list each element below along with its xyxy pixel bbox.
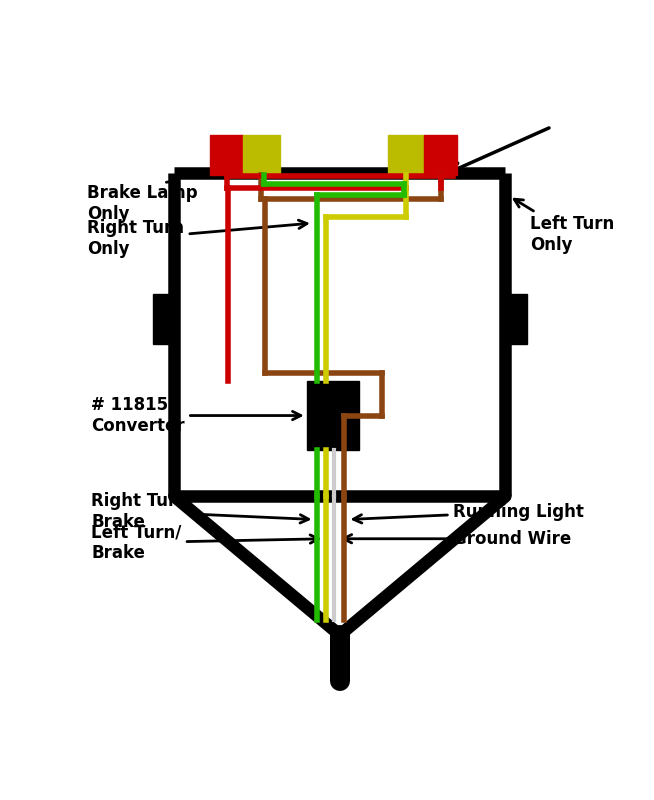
Bar [506, 294, 527, 344]
Text: Left Turn/
Brake: Left Turn/ Brake [91, 523, 318, 562]
Bar [152, 294, 174, 344]
Text: Running Light: Running Light [353, 503, 584, 523]
Bar [243, 134, 280, 174]
Text: Ground Wire: Ground Wire [343, 530, 571, 548]
Bar [307, 381, 359, 450]
Text: Brake Lamp
Only: Brake Lamp Only [87, 180, 198, 223]
Bar [424, 134, 457, 174]
Text: # 118158
Converter: # 118158 Converter [91, 396, 301, 435]
Bar [211, 134, 243, 174]
Text: Right Turn
Only: Right Turn Only [87, 219, 307, 258]
Text: Right Turn/
Brake: Right Turn/ Brake [91, 493, 309, 531]
Bar [388, 134, 424, 174]
Text: Left Turn
Only: Left Turn Only [514, 199, 614, 254]
